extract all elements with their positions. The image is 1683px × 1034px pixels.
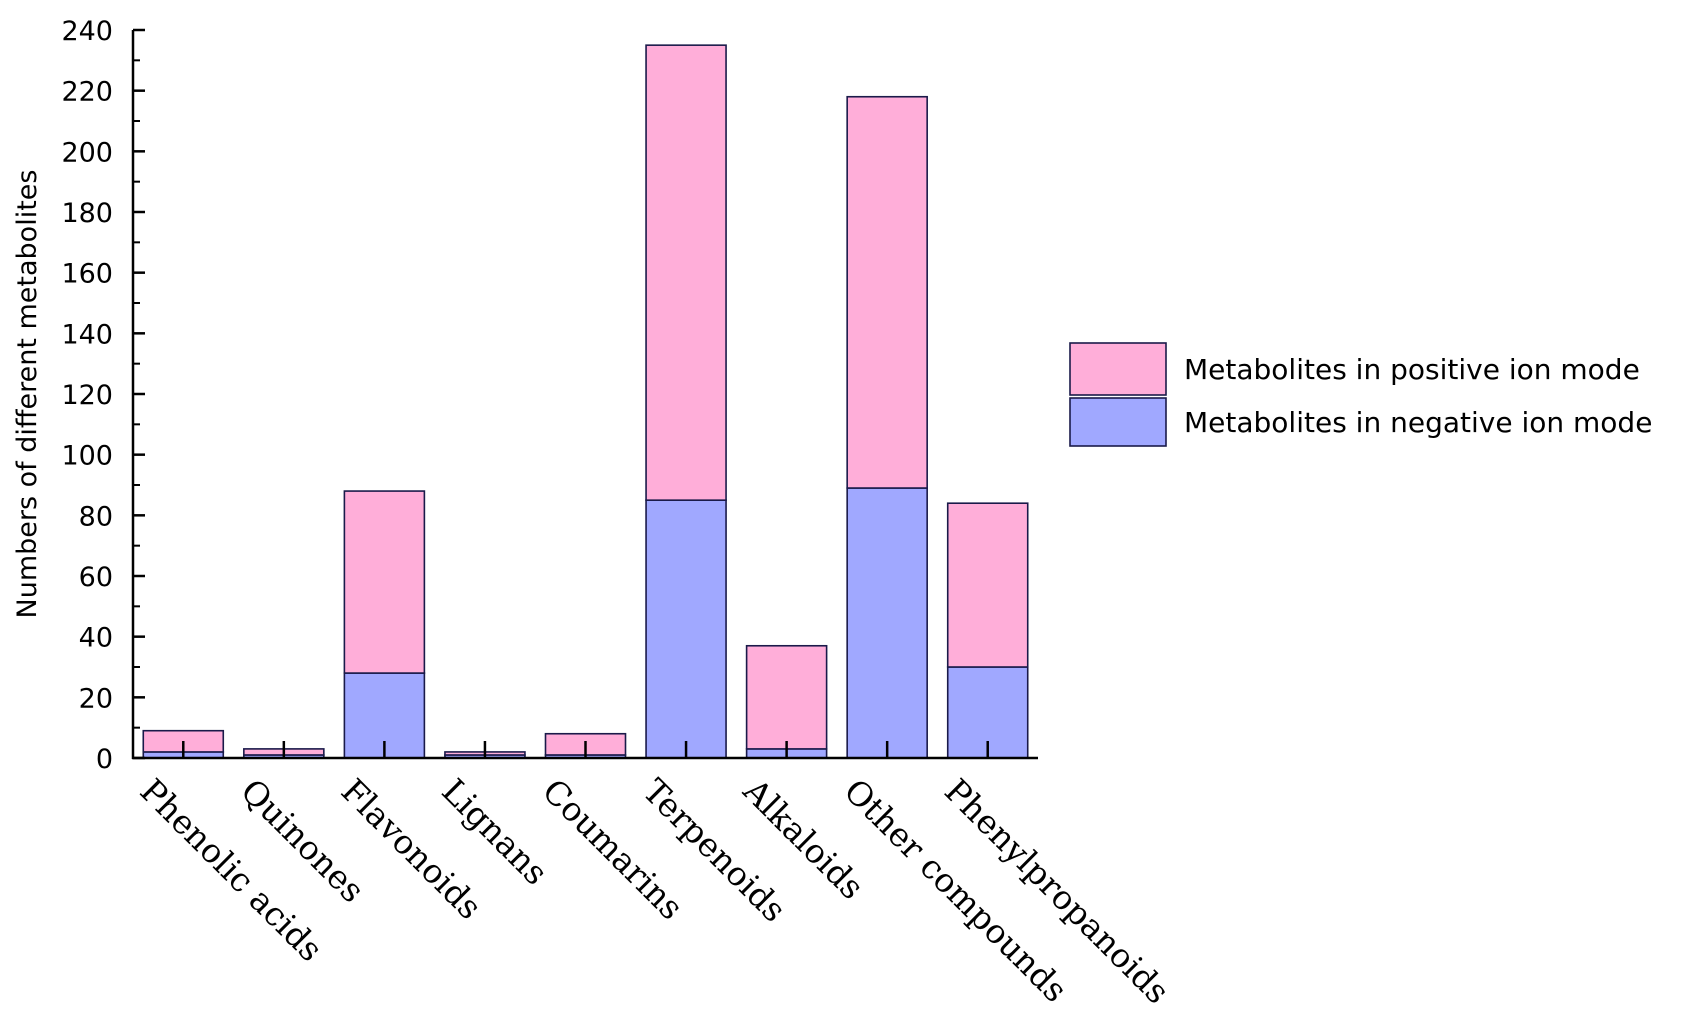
bar-positive-8 <box>946 502 1029 668</box>
category-labels-layer: Phenolic acidsQuinonesFlavonoidsLignansC… <box>133 770 1178 1011</box>
bar-positive-2 <box>343 490 426 674</box>
bars-layer <box>142 44 1029 759</box>
bar-negative-5 <box>645 499 727 759</box>
y-tick-label: 0 <box>96 744 113 775</box>
y-tick-label: 180 <box>61 198 113 229</box>
bar-positive-7 <box>846 95 928 489</box>
ticks-layer: 0 20 40 60 80 100 120 140 160 180 200 220 240 <box>61 16 989 775</box>
legend: Metabolites in positive ion mode Metaboli… <box>1069 342 1652 447</box>
y-tick-label: 220 <box>61 77 113 108</box>
y-tick-label: 80 <box>79 501 113 532</box>
y-tick-label: 20 <box>79 683 113 714</box>
legend-label: Metabolites in negative ion mode <box>1184 406 1652 439</box>
y-tick-label: 240 <box>61 16 113 47</box>
bar-negative-7 <box>846 487 928 759</box>
x-category-label: Phenolic acids <box>133 771 331 969</box>
bar-positive-6 <box>745 644 828 750</box>
y-tick-label: 100 <box>61 441 113 472</box>
y-tick-label: 140 <box>61 319 113 350</box>
legend-swatch <box>1069 342 1167 396</box>
y-tick-label: 120 <box>61 380 113 411</box>
legend-swatch <box>1069 397 1167 447</box>
y-axis-title: Numbers of different metabolites <box>12 170 43 619</box>
y-tick-label: 200 <box>61 137 113 168</box>
legend-label: Metabolites in positive ion mode <box>1184 353 1640 386</box>
y-tick-label: 40 <box>79 623 113 654</box>
y-tick-label: 60 <box>79 562 113 593</box>
y-tick-label: 160 <box>61 259 113 290</box>
bar-positive-5 <box>645 44 727 501</box>
